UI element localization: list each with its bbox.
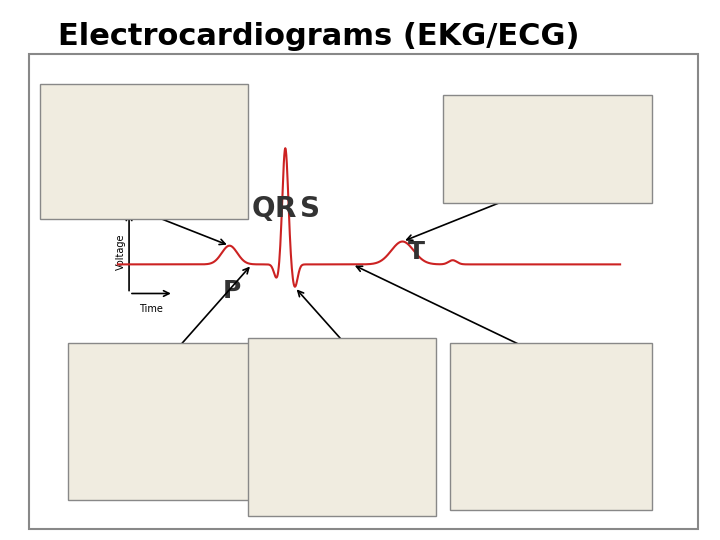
Text: Voltage: Voltage xyxy=(116,234,126,270)
Text: Time: Time xyxy=(140,304,163,314)
Text: QRS Complex: QRS Complex xyxy=(289,352,395,366)
Text: S: S xyxy=(300,195,320,223)
Text: T-Wave: T-Wave xyxy=(519,109,575,123)
Text: R: R xyxy=(274,195,296,223)
Text: Depolarization of
atria in response
to SA node triggering.: Depolarization of atria in response to S… xyxy=(54,118,177,154)
Text: P-Wave: P-Wave xyxy=(115,100,173,114)
Text: Ventricular
repolarization: Ventricular repolarization xyxy=(457,127,539,157)
Text: Depolarization of
ventricles, triggers
main pumping
contractions.: Depolarization of ventricles, triggers m… xyxy=(263,370,375,434)
Text: Delay of AV node
to allow filling of
ventricles.: Delay of AV node to allow filling of ven… xyxy=(83,375,184,422)
Text: ST Segment: ST Segment xyxy=(504,357,598,372)
Text: P: P xyxy=(223,279,241,303)
Text: Q: Q xyxy=(251,195,275,223)
Text: PR Interval: PR Interval xyxy=(119,357,205,372)
Text: Electrocardiograms (EKG/ECG): Electrocardiograms (EKG/ECG) xyxy=(58,22,579,51)
Text: Beginning of
ventricle
repolarization,
should be flat.: Beginning of ventricle repolarization, s… xyxy=(464,375,550,440)
Text: T: T xyxy=(408,240,425,265)
